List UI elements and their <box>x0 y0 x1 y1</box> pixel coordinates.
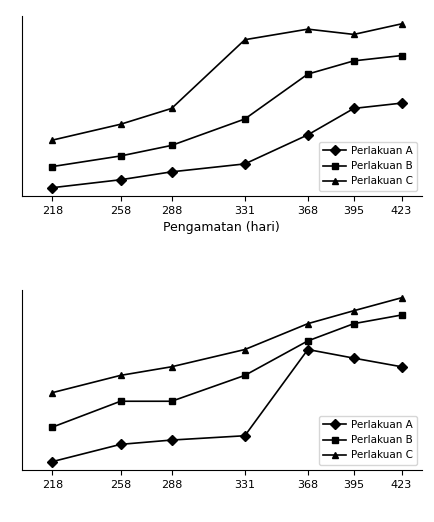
Perlakuan A <box>49 185 55 191</box>
Perlakuan A <box>350 105 355 112</box>
X-axis label: Pengamatan (hari): Pengamatan (hari) <box>163 221 279 234</box>
Perlakuan B <box>169 398 174 405</box>
Perlakuan C <box>169 105 174 112</box>
Perlakuan A <box>242 161 247 167</box>
Perlakuan B <box>242 116 247 122</box>
Perlakuan A <box>118 176 123 183</box>
Perlakuan C <box>169 364 174 370</box>
Perlakuan A <box>305 347 310 353</box>
Perlakuan C <box>398 294 403 301</box>
Line: Perlakuan C: Perlakuan C <box>49 20 404 144</box>
Perlakuan B <box>49 163 55 170</box>
Perlakuan A <box>118 441 123 447</box>
Perlakuan A <box>398 364 403 370</box>
Line: Perlakuan B: Perlakuan B <box>49 312 404 431</box>
Legend: Perlakuan A, Perlakuan B, Perlakuan C: Perlakuan A, Perlakuan B, Perlakuan C <box>319 416 416 465</box>
Perlakuan B <box>398 52 403 58</box>
Line: Perlakuan A: Perlakuan A <box>49 346 404 465</box>
Perlakuan C <box>242 37 247 43</box>
Perlakuan B <box>169 143 174 149</box>
Legend: Perlakuan A, Perlakuan B, Perlakuan C: Perlakuan A, Perlakuan B, Perlakuan C <box>319 142 416 191</box>
Perlakuan B <box>305 338 310 344</box>
Perlakuan A <box>49 458 55 465</box>
Perlakuan A <box>169 169 174 175</box>
Perlakuan B <box>398 312 403 318</box>
Perlakuan B <box>305 71 310 77</box>
Perlakuan B <box>242 372 247 378</box>
Perlakuan C <box>49 137 55 143</box>
Perlakuan C <box>118 121 123 127</box>
Perlakuan B <box>118 153 123 159</box>
Perlakuan C <box>350 31 355 38</box>
Perlakuan B <box>118 398 123 405</box>
Perlakuan A <box>350 355 355 361</box>
Perlakuan C <box>49 389 55 396</box>
Line: Perlakuan B: Perlakuan B <box>49 52 404 170</box>
Perlakuan A <box>398 100 403 106</box>
Perlakuan A <box>242 433 247 439</box>
Perlakuan C <box>118 372 123 378</box>
Line: Perlakuan C: Perlakuan C <box>49 294 404 396</box>
Perlakuan C <box>398 21 403 27</box>
Perlakuan C <box>305 26 310 32</box>
Perlakuan B <box>350 321 355 327</box>
Line: Perlakuan A: Perlakuan A <box>49 100 404 191</box>
Perlakuan B <box>350 58 355 64</box>
Perlakuan A <box>169 437 174 443</box>
Perlakuan B <box>49 424 55 430</box>
Perlakuan C <box>350 307 355 314</box>
Perlakuan A <box>305 132 310 138</box>
Perlakuan C <box>242 347 247 353</box>
Perlakuan C <box>305 321 310 327</box>
